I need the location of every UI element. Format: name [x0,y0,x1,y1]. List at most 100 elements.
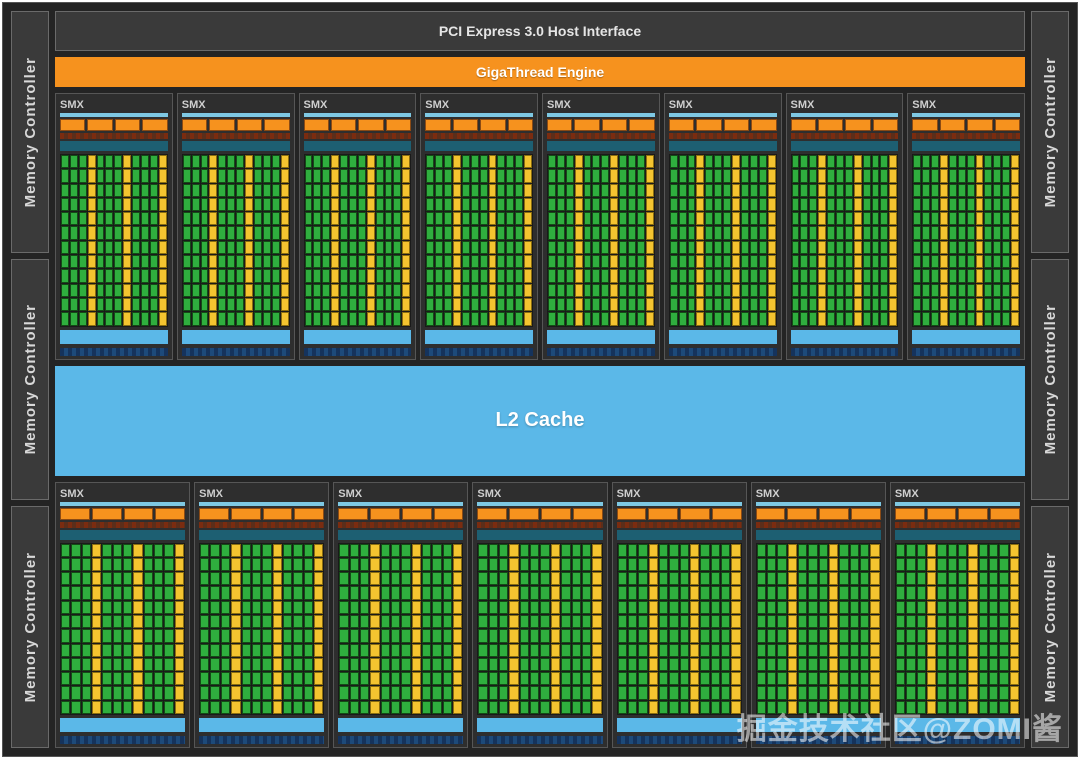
smx-label: SMX [338,486,463,502]
smx-teal-bar [547,141,655,151]
smx-core-grid [477,543,602,716]
smx-block-top-7[interactable]: SMX [786,93,904,360]
smx-navy-row [756,736,881,744]
smx-lightblue-bar [617,718,742,732]
smx-tick-row [547,133,655,139]
smx-label: SMX [895,486,1020,502]
smx-navy-row [425,348,533,356]
smx-teal-bar [791,141,899,151]
smx-orange-segments [617,508,742,520]
smx-tick-row [791,133,899,139]
smx-block-bottom-7[interactable]: SMX [890,482,1025,749]
main-grid: Memory Controller Memory Controller Memo… [11,11,1069,748]
smx-label: SMX [199,486,324,502]
center-column: PCI Express 3.0 Host Interface GigaThrea… [55,11,1025,748]
memory-controller-right-2: Memory Controller [1031,259,1069,501]
smx-lightblue-bar [912,330,1020,344]
smx-block-top-1[interactable]: SMX [55,93,173,360]
smx-teal-bar [338,530,463,540]
smx-core-grid [60,154,168,327]
smx-orange-segments [912,119,1020,131]
smx-teal-bar [60,141,168,151]
smx-thin-bar [304,113,412,117]
smx-teal-bar [669,141,777,151]
smx-tick-row [895,522,1020,528]
smx-orange-segments [895,508,1020,520]
smx-thin-bar [547,113,655,117]
smx-core-grid [669,154,777,327]
smx-thin-bar [669,113,777,117]
smx-core-grid [304,154,412,327]
smx-thin-bar [182,113,290,117]
smx-block-top-2[interactable]: SMX [177,93,295,360]
smx-lightblue-bar [669,330,777,344]
smx-orange-segments [756,508,881,520]
smx-orange-segments [425,119,533,131]
smx-navy-row [182,348,290,356]
pci-express-host-interface-bar: PCI Express 3.0 Host Interface [55,11,1025,51]
smx-core-grid [199,543,324,716]
smx-label: SMX [60,486,185,502]
gigathread-engine-bar: GigaThread Engine [55,57,1025,87]
smx-label: SMX [425,97,533,113]
smx-tick-row [199,522,324,528]
smx-teal-bar [895,530,1020,540]
gpu-architecture-diagram: Memory Controller Memory Controller Memo… [2,2,1078,757]
smx-block-bottom-6[interactable]: SMX [751,482,886,749]
smx-lightblue-bar [791,330,899,344]
smx-block-bottom-4[interactable]: SMX [472,482,607,749]
smx-block-top-6[interactable]: SMX [664,93,782,360]
smx-teal-bar [756,530,881,540]
smx-label: SMX [547,97,655,113]
smx-orange-segments [304,119,412,131]
smx-navy-row [791,348,899,356]
smx-thin-bar [791,113,899,117]
smx-block-top-4[interactable]: SMX [420,93,538,360]
smx-block-top-5[interactable]: SMX [542,93,660,360]
smx-core-grid [338,543,463,716]
smx-navy-row [60,348,168,356]
l2-cache-bar[interactable]: L2 Cache [55,366,1025,476]
smx-tick-row [338,522,463,528]
smx-teal-bar [182,141,290,151]
smx-tick-row [425,133,533,139]
smx-block-top-8[interactable]: SMX [907,93,1025,360]
smx-tick-row [756,522,881,528]
smx-thin-bar [338,502,463,506]
smx-navy-row [669,348,777,356]
smx-label: SMX [791,97,899,113]
smx-lightblue-bar [477,718,602,732]
smx-orange-segments [669,119,777,131]
smx-block-bottom-3[interactable]: SMX [333,482,468,749]
smx-block-bottom-5[interactable]: SMX [612,482,747,749]
memory-controller-left-3: Memory Controller [11,506,49,748]
smx-orange-segments [182,119,290,131]
smx-block-bottom-2[interactable]: SMX [194,482,329,749]
smx-orange-segments [791,119,899,131]
smx-teal-bar [425,141,533,151]
smx-row-top: SMX SMX SMX SMX SMX SMX SMX SMX [55,93,1025,360]
smx-navy-row [304,348,412,356]
smx-thin-bar [756,502,881,506]
smx-lightblue-bar [199,718,324,732]
smx-teal-bar [617,530,742,540]
smx-lightblue-bar [60,330,168,344]
memory-controller-column-left: Memory Controller Memory Controller Memo… [11,11,49,748]
smx-teal-bar [304,141,412,151]
smx-tick-row [304,133,412,139]
smx-thin-bar [60,502,185,506]
smx-lightblue-bar [425,330,533,344]
smx-teal-bar [477,530,602,540]
memory-controller-right-3: Memory Controller [1031,506,1069,748]
smx-label: SMX [756,486,881,502]
smx-block-bottom-1[interactable]: SMX [55,482,190,749]
smx-core-grid [617,543,742,716]
smx-orange-segments [338,508,463,520]
smx-lightblue-bar [304,330,412,344]
smx-core-grid [912,154,1020,327]
smx-block-top-3[interactable]: SMX [299,93,417,360]
smx-thin-bar [912,113,1020,117]
smx-navy-row [895,736,1020,744]
smx-lightblue-bar [60,718,185,732]
smx-orange-segments [547,119,655,131]
